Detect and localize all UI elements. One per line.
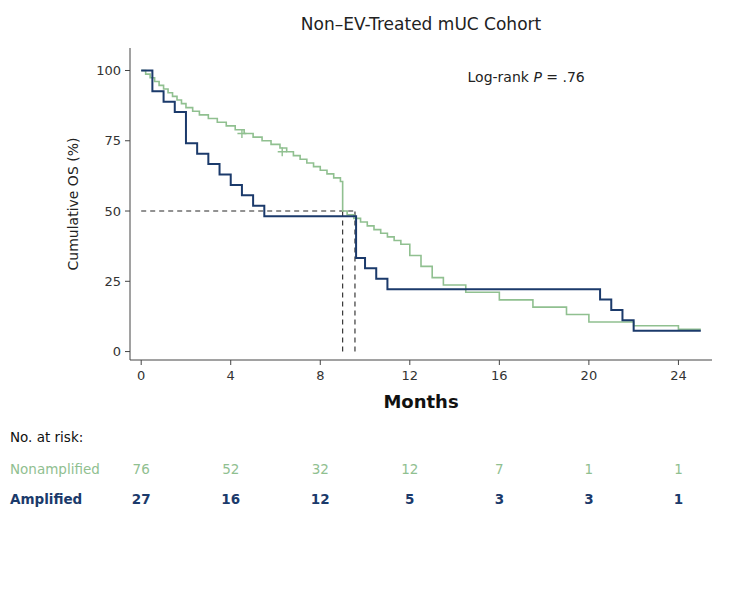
x-tick (320, 360, 321, 365)
x-tick-label: 20 (581, 368, 598, 383)
risk-count: 1 (674, 461, 683, 477)
risk-count: 32 (312, 461, 329, 477)
x-axis (130, 360, 712, 361)
risk-row-label: Nonamplified (10, 461, 100, 477)
y-axis-label: Cumulative OS (%) (65, 138, 81, 271)
risk-count: 12 (401, 461, 418, 477)
survival-curve (141, 70, 701, 330)
x-tick (141, 360, 142, 365)
x-tick-label: 12 (402, 368, 419, 383)
x-tick-label: 4 (227, 368, 235, 383)
chart: Non–EV-Treated mUC Cohort 0 4 8 12 16 20 24 0 25 5… (0, 0, 732, 606)
risk-count: 76 (133, 461, 150, 477)
risk-count: 3 (584, 491, 593, 507)
y-tick (125, 211, 130, 212)
risk-count: 12 (311, 491, 330, 507)
risk-count: 27 (132, 491, 151, 507)
plot-area (141, 70, 701, 351)
risk-row-label: Amplified (10, 491, 82, 507)
risk-count: 7 (495, 461, 504, 477)
title: Non–EV-Treated mUC Cohort (301, 14, 542, 34)
x-tick (588, 360, 589, 365)
risk-count: 16 (221, 491, 240, 507)
x-tick-label: 16 (491, 368, 508, 383)
y-tick-label: 75 (104, 133, 121, 148)
y-tick-label: 0 (113, 344, 121, 359)
median-line (141, 210, 355, 211)
annotation: Log-rank P = .76 (468, 69, 585, 85)
median-line (342, 211, 343, 352)
x-tick-label: 0 (137, 368, 145, 383)
x-tick (678, 360, 679, 365)
x-tick (499, 360, 500, 365)
censor-mark (278, 147, 287, 156)
x-tick (409, 360, 410, 365)
annotation-part: Log-rank (468, 69, 534, 85)
y-tick-label: 25 (104, 274, 121, 289)
risk-count: 1 (674, 491, 683, 507)
y-tick (125, 351, 130, 352)
y-tick (125, 70, 130, 71)
risk-count: 1 (585, 461, 594, 477)
y-tick (125, 281, 130, 282)
x-tick (230, 360, 231, 365)
y-axis (130, 48, 131, 360)
censor-mark (237, 129, 246, 138)
risk-count: 3 (495, 491, 504, 507)
survival-curve (141, 70, 701, 329)
y-tick (125, 140, 130, 141)
risk-table-header: No. at risk: (10, 429, 83, 445)
annotation-part: = .76 (542, 69, 585, 85)
y-tick-label: 50 (104, 204, 121, 219)
risk-count: 52 (222, 461, 239, 477)
risk-count: 5 (405, 491, 414, 507)
x-tick-label: 24 (670, 368, 687, 383)
y-tick-label: 100 (96, 63, 121, 78)
x-tick-label: 8 (316, 368, 324, 383)
x-axis-label: Months (383, 391, 458, 412)
